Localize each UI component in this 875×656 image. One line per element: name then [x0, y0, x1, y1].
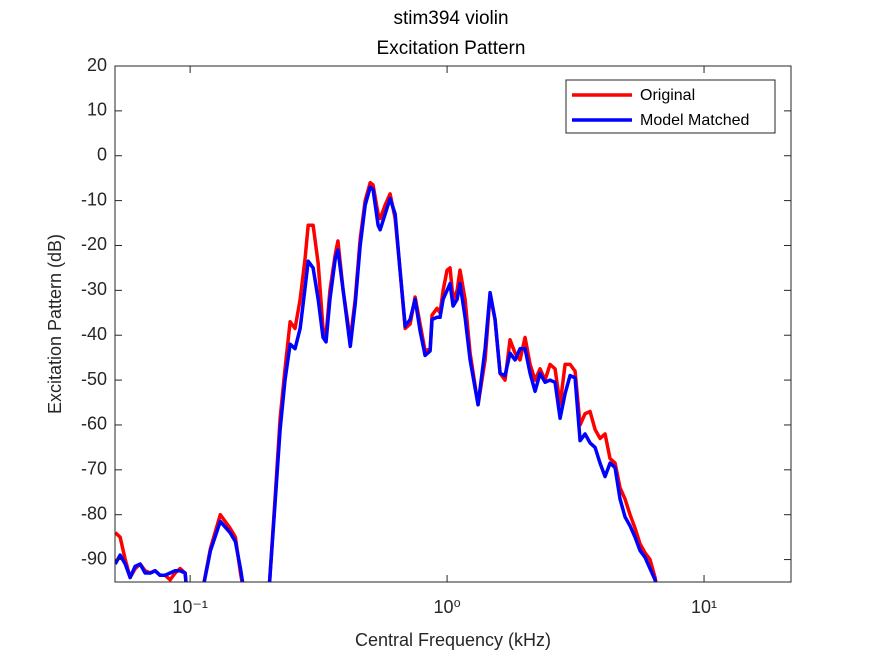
y-tick-label: 10 [87, 100, 107, 120]
y-tick-label: -50 [81, 369, 107, 389]
chart-title: stim394 violin [393, 8, 508, 29]
y-tick-label: -70 [81, 459, 107, 479]
series-layer [115, 180, 658, 582]
x-tick-label: 10⁰ [433, 597, 460, 617]
y-tick-label: -30 [81, 279, 107, 299]
y-tick-label: -20 [81, 234, 107, 254]
axes-box [114, 65, 792, 583]
y-axis-label: Excitation Pattern (dB) [45, 234, 65, 414]
y-tick-label: -40 [81, 324, 107, 344]
legend-label: Original [640, 87, 695, 104]
y-tick-label: -80 [81, 503, 107, 523]
legend-label: Model Matched [640, 112, 749, 129]
y-tick-label: 0 [97, 144, 107, 164]
y-tick-label: 20 [87, 55, 107, 75]
series-line [115, 185, 658, 582]
legend: Original Model Matched [565, 79, 776, 134]
chart-subtitle: Excitation Pattern [377, 38, 526, 59]
x-tick-label: 10¹ [691, 597, 717, 617]
plot-area [115, 66, 791, 582]
legend-box [565, 79, 776, 134]
y-tick-label: -60 [81, 414, 107, 434]
y-tick-label: -10 [81, 189, 107, 209]
y-tick-label: -90 [81, 548, 107, 568]
x-tick-label: 10⁻¹ [172, 597, 208, 617]
x-axis-label: Central Frequency (kHz) [355, 630, 551, 650]
